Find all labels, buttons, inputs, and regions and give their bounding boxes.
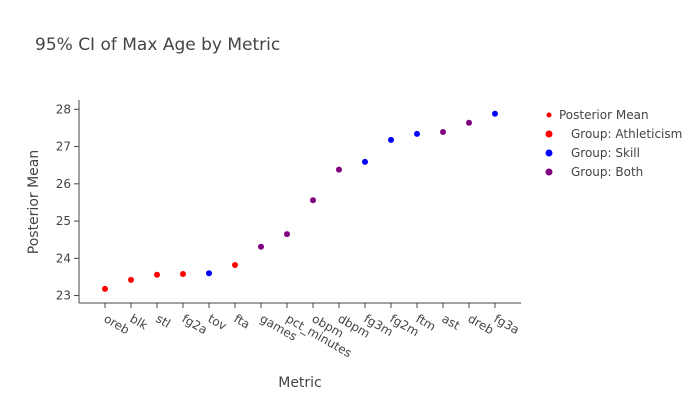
data-point-obpm <box>310 197 316 204</box>
data-point-fg2a <box>180 270 186 277</box>
data-point-fg3m <box>362 158 368 165</box>
x-tick-label: tov <box>206 311 230 333</box>
legend-marker <box>546 112 552 118</box>
legend-item: Group: Skill <box>545 146 640 160</box>
y-tick-label: 27 <box>56 140 71 154</box>
data-point-dbpm <box>336 166 342 173</box>
x-tick-label: fg3a <box>492 311 522 337</box>
legend-marker <box>545 130 553 138</box>
data-point-oreb <box>102 285 108 292</box>
y-tick-label: 24 <box>56 251 71 265</box>
x-tick-label: fta <box>232 311 253 331</box>
data-point-blk <box>128 276 134 283</box>
legend-label: Posterior Mean <box>559 108 649 122</box>
legend-item: Group: Athleticism <box>545 127 682 141</box>
legend-marker <box>545 168 553 176</box>
data-point-stl <box>154 271 160 278</box>
legend-label: Group: Both <box>571 165 643 179</box>
data-point-ast <box>440 129 446 136</box>
data-point-fg2m <box>388 136 394 143</box>
x-tick-label: stl <box>154 311 173 330</box>
data-point-ftm <box>414 130 420 137</box>
legend-marker <box>545 149 553 157</box>
x-tick-label: fg2m <box>388 311 422 339</box>
chart-title: 95% CI of Max Age by Metric <box>35 35 280 55</box>
y-tick-label: 26 <box>56 177 71 191</box>
legend-label: Group: Skill <box>571 146 640 160</box>
data-point-tov <box>206 270 212 277</box>
x-tick-label: blk <box>128 311 151 332</box>
legend-item: Group: Both <box>545 165 643 179</box>
y-tick-label: 25 <box>56 214 71 228</box>
y-axis: 23 24 25 26 27 28 <box>56 100 80 303</box>
data-point-dreb <box>466 119 472 126</box>
legend: Posterior Mean Group: Athleticism Group: S… <box>545 108 682 179</box>
data-point-games <box>258 243 264 250</box>
y-tick-label: 23 <box>56 289 71 303</box>
x-tick-label: dreb <box>466 311 497 337</box>
data-point-fta <box>232 262 238 269</box>
data-point-pct_minutes <box>284 231 290 238</box>
y-tick-label: 28 <box>56 102 71 116</box>
data-point-fg3a <box>492 110 498 117</box>
x-tick-label: oreb <box>102 311 132 337</box>
x-tick-label: fg2a <box>180 311 210 337</box>
y-axis-title: Posterior Mean <box>26 150 42 254</box>
legend-item: Posterior Mean <box>546 108 649 122</box>
x-axis-title: Metric <box>278 375 322 391</box>
plot-points <box>102 110 498 292</box>
legend-label: Group: Athleticism <box>571 127 682 141</box>
x-tick-label: ast <box>440 311 463 332</box>
